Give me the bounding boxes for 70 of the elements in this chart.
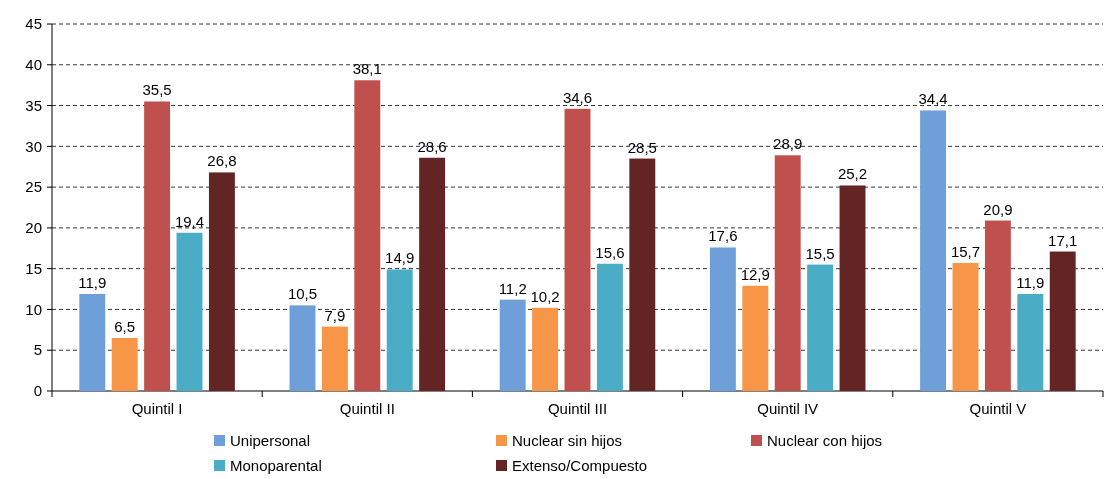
legend-label: Monoparental bbox=[230, 457, 322, 475]
y-tick-label: 25 bbox=[25, 178, 42, 196]
x-tick-label: Quintil III bbox=[547, 400, 608, 417]
data-label: 25,2 bbox=[837, 165, 868, 183]
legend-label: Nuclear sin hijos bbox=[512, 432, 623, 450]
legend-label: Nuclear con hijos bbox=[767, 432, 883, 450]
legend-label: Unipersonal bbox=[230, 432, 311, 450]
data-label: 28,9 bbox=[773, 135, 803, 153]
data-label: 15,6 bbox=[595, 243, 625, 261]
bar bbox=[111, 337, 138, 391]
data-label: 7,9 bbox=[324, 306, 346, 324]
bar bbox=[419, 157, 446, 391]
y-tick-label: 30 bbox=[25, 137, 42, 155]
data-label: 14,9 bbox=[385, 249, 415, 267]
bar bbox=[176, 232, 203, 391]
data-label: 10,2 bbox=[530, 287, 560, 305]
data-label: 38,1 bbox=[352, 60, 382, 78]
data-label: 17,1 bbox=[1048, 231, 1078, 249]
bar bbox=[774, 155, 801, 391]
y-tick-label: 15 bbox=[25, 259, 42, 277]
data-label: 19,4 bbox=[174, 212, 205, 230]
bar bbox=[1017, 293, 1044, 391]
bar bbox=[742, 285, 769, 391]
bar bbox=[839, 185, 866, 391]
bar bbox=[79, 293, 106, 391]
y-tick-label: 5 bbox=[33, 341, 42, 359]
bar bbox=[807, 264, 834, 391]
y-tick-label: 45 bbox=[25, 15, 42, 33]
x-tick-label: Quintil IV bbox=[757, 400, 819, 417]
bar bbox=[289, 305, 316, 391]
data-label: 10,5 bbox=[287, 285, 318, 303]
data-label: 11,2 bbox=[498, 279, 527, 297]
data-label: 26,8 bbox=[207, 152, 237, 170]
x-tick-label: Quintil V bbox=[969, 400, 1027, 417]
data-label: 28,6 bbox=[417, 137, 447, 155]
x-tick-label: Quintil II bbox=[339, 400, 395, 417]
bar bbox=[208, 172, 235, 391]
bar bbox=[386, 269, 413, 391]
data-label: 17,6 bbox=[708, 227, 738, 245]
x-tick-label: Quintil I bbox=[131, 400, 183, 417]
bar bbox=[629, 158, 656, 391]
data-label: 11,9 bbox=[1016, 273, 1045, 291]
bar bbox=[596, 263, 623, 391]
data-label: 34,4 bbox=[918, 90, 948, 108]
data-label: 20,9 bbox=[983, 200, 1013, 218]
y-tick-label: 40 bbox=[25, 56, 42, 74]
bar bbox=[564, 108, 591, 391]
data-label: 11,9 bbox=[78, 273, 107, 291]
bar bbox=[1049, 251, 1076, 391]
data-label: 28,5 bbox=[627, 138, 657, 156]
data-label: 15,5 bbox=[805, 244, 835, 262]
y-tick-label: 0 bbox=[33, 382, 42, 400]
y-tick-label: 20 bbox=[25, 219, 42, 237]
bar bbox=[920, 110, 947, 391]
data-label: 35,5 bbox=[142, 81, 172, 99]
legend-label: Extenso/Compuesto bbox=[512, 457, 648, 475]
data-label: 15,7 bbox=[950, 242, 981, 260]
bar bbox=[952, 262, 979, 391]
bar bbox=[354, 80, 381, 391]
bar bbox=[984, 220, 1011, 391]
bar bbox=[709, 247, 736, 391]
bar bbox=[144, 101, 171, 391]
bar bbox=[499, 299, 526, 391]
bar bbox=[321, 326, 348, 391]
y-tick-label: 35 bbox=[25, 96, 42, 114]
data-label: 12,9 bbox=[740, 265, 770, 283]
bar bbox=[532, 307, 559, 391]
y-tick-label: 10 bbox=[25, 300, 42, 318]
data-label: 6,5 bbox=[114, 317, 136, 335]
data-label: 34,6 bbox=[562, 88, 593, 106]
